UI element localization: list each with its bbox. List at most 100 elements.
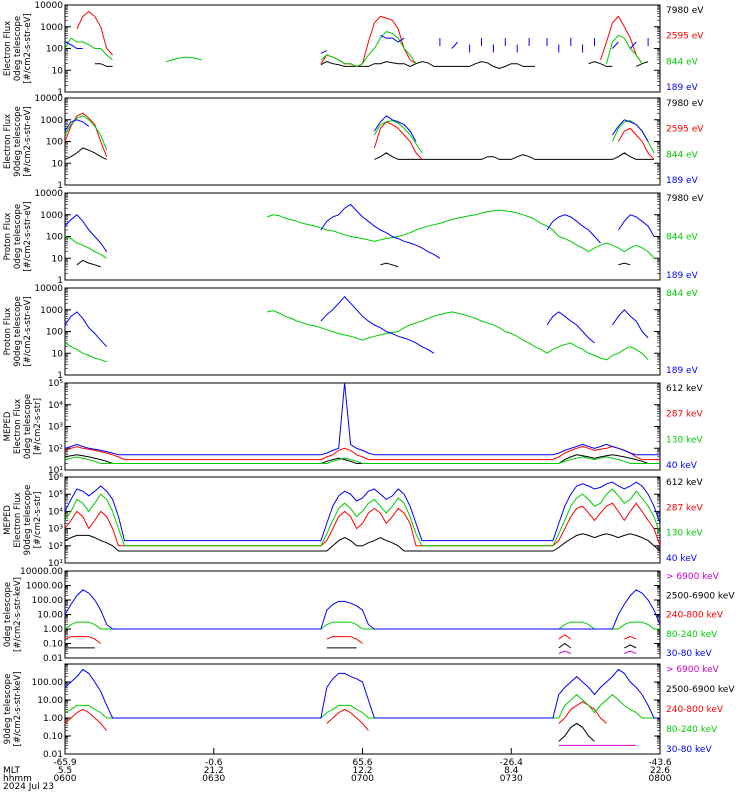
y-tick-label: 10 (52, 349, 64, 359)
y-axis-label: [#/cm2-s-str-keV] (13, 672, 23, 747)
y-tick-label: 1000 (40, 211, 63, 221)
series-line (64, 481, 661, 542)
x-tick-label: 12.2 (352, 766, 372, 776)
legend-entry: 844 eV (666, 150, 699, 160)
x-tick-label: 8.4 (504, 766, 519, 776)
y-tick-label: 10 (52, 254, 64, 264)
series-line (380, 34, 405, 43)
panel-frame (64, 192, 661, 281)
y-axis-label: [#/cm2-s-str] (33, 398, 43, 455)
series-line (64, 636, 101, 644)
y-tick-label: 0.10 (43, 640, 63, 650)
y-tick-label: 10² (48, 542, 63, 552)
y-tick-label: 10⁴ (48, 507, 63, 517)
y-tick-label: 1000 (40, 116, 63, 126)
y-tick-label: 10² (48, 444, 63, 454)
y-axis-label: 90deg telescope (23, 485, 33, 556)
legend-entry: 287 keV (666, 503, 703, 513)
y-axis-label: [#/cm2-s-str-eV] (23, 13, 33, 83)
legend-entry: 80-240 keV (666, 725, 718, 735)
series-line (64, 41, 83, 49)
x-tick-label: -65.9 (53, 758, 77, 768)
legend-entry: 7980 eV (666, 99, 704, 109)
y-axis-label: Proton Flux (3, 213, 13, 261)
legend-entry: 80-240 keV (666, 630, 718, 640)
y-tick-label: 1 (57, 276, 63, 286)
x-row-label: 2024 Jul 23 (3, 782, 54, 792)
x-tick-label: -0.6 (205, 758, 223, 768)
series-line (618, 262, 631, 266)
series-line (373, 120, 423, 154)
series-line (373, 115, 417, 142)
series-line (558, 642, 572, 649)
series-line (320, 50, 328, 54)
series-line (320, 295, 435, 354)
y-tick-label: 10⁵ (48, 379, 63, 389)
y-tick-label: 100 (46, 328, 63, 338)
legend-entry: 7980 eV (666, 6, 704, 16)
legend-entry: 130 keV (666, 435, 703, 445)
x-tick-label: 22.6 (650, 766, 670, 776)
y-tick-label: 1 (57, 371, 63, 381)
series-line (374, 152, 654, 160)
legend-entry: 844 eV (666, 233, 699, 243)
series-line (64, 668, 660, 719)
legend-entry: 189 eV (666, 366, 699, 376)
y-axis-label: 0deg telescope (3, 582, 13, 647)
y-tick-label: 100 (46, 138, 63, 148)
y-tick-label: 100 (46, 45, 63, 55)
panel-frame (64, 4, 661, 93)
y-tick-label: 1 (57, 88, 63, 98)
y-tick-label: 0.01 (43, 654, 63, 664)
x-tick-label: 21.2 (204, 766, 224, 776)
panel-frame (64, 287, 661, 376)
y-tick-label: 100.00 (32, 596, 64, 606)
x-row-label: MLT (3, 766, 21, 776)
y-tick-label: 10⁴ (48, 401, 63, 411)
series-line (64, 37, 113, 61)
legend-entry: 130 keV (666, 529, 703, 539)
series-line (617, 214, 655, 237)
legend-entry: 40 keV (666, 554, 698, 564)
series-line (635, 61, 649, 67)
legend-entry: 189 eV (666, 271, 699, 281)
y-tick-label: 10.00 (37, 696, 63, 706)
y-tick-label: 10¹ (48, 559, 63, 569)
legend-entry: 30-80 keV (666, 649, 712, 659)
legend-entry: > 6900 keV (666, 665, 720, 675)
legend-entry: 240-800 keV (666, 705, 724, 715)
series-line (606, 34, 643, 64)
y-tick-label: 100.00 (32, 678, 64, 688)
series-line (588, 61, 613, 67)
series-line (64, 311, 108, 348)
series-line (546, 311, 595, 344)
legend-entry: 189 eV (666, 83, 699, 93)
series-line (64, 708, 108, 731)
series-line (267, 209, 655, 259)
y-tick-label: 1.00 (43, 625, 63, 635)
series-line (64, 214, 108, 252)
series-line (624, 650, 637, 655)
y-axis-label: Electron Flux (3, 114, 13, 169)
series-line (611, 119, 649, 142)
y-tick-label: 10.00 (37, 611, 63, 621)
y-tick-label: 10³ (48, 525, 63, 535)
legend-entry: 844 eV (666, 57, 699, 67)
series-line (558, 701, 607, 724)
y-tick-label: 10³ (48, 423, 63, 433)
series-line (558, 634, 572, 640)
y-tick-label: 10000.00 (20, 567, 63, 577)
panel-frame (64, 570, 661, 659)
y-tick-label: 10000 (34, 284, 63, 294)
series-line (64, 488, 661, 547)
series-line (380, 262, 399, 268)
y-tick-label: 10 (52, 159, 64, 169)
series-line (600, 15, 643, 64)
y-tick-label: 1.00 (43, 714, 63, 724)
y-tick-label: 1000 (40, 306, 63, 316)
series-line (451, 41, 459, 49)
series-line (326, 636, 363, 644)
y-axis-label: 90deg telescope (13, 296, 23, 367)
series-line (617, 127, 655, 160)
legend-entry: 240-800 keV (666, 611, 724, 621)
